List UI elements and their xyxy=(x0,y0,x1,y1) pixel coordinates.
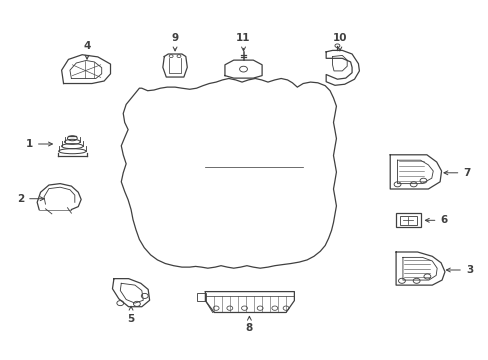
Bar xyxy=(399,216,416,225)
Text: 7: 7 xyxy=(443,168,470,178)
Text: 3: 3 xyxy=(446,265,472,275)
Text: 1: 1 xyxy=(26,139,52,149)
Text: 9: 9 xyxy=(171,33,178,51)
Text: 2: 2 xyxy=(17,194,44,204)
Text: 5: 5 xyxy=(127,306,134,324)
Text: 10: 10 xyxy=(332,33,346,51)
Bar xyxy=(196,293,206,301)
Text: 4: 4 xyxy=(83,41,91,59)
Bar xyxy=(395,213,420,227)
Text: 6: 6 xyxy=(425,215,447,225)
Text: 8: 8 xyxy=(245,316,252,333)
Text: 11: 11 xyxy=(236,33,250,51)
